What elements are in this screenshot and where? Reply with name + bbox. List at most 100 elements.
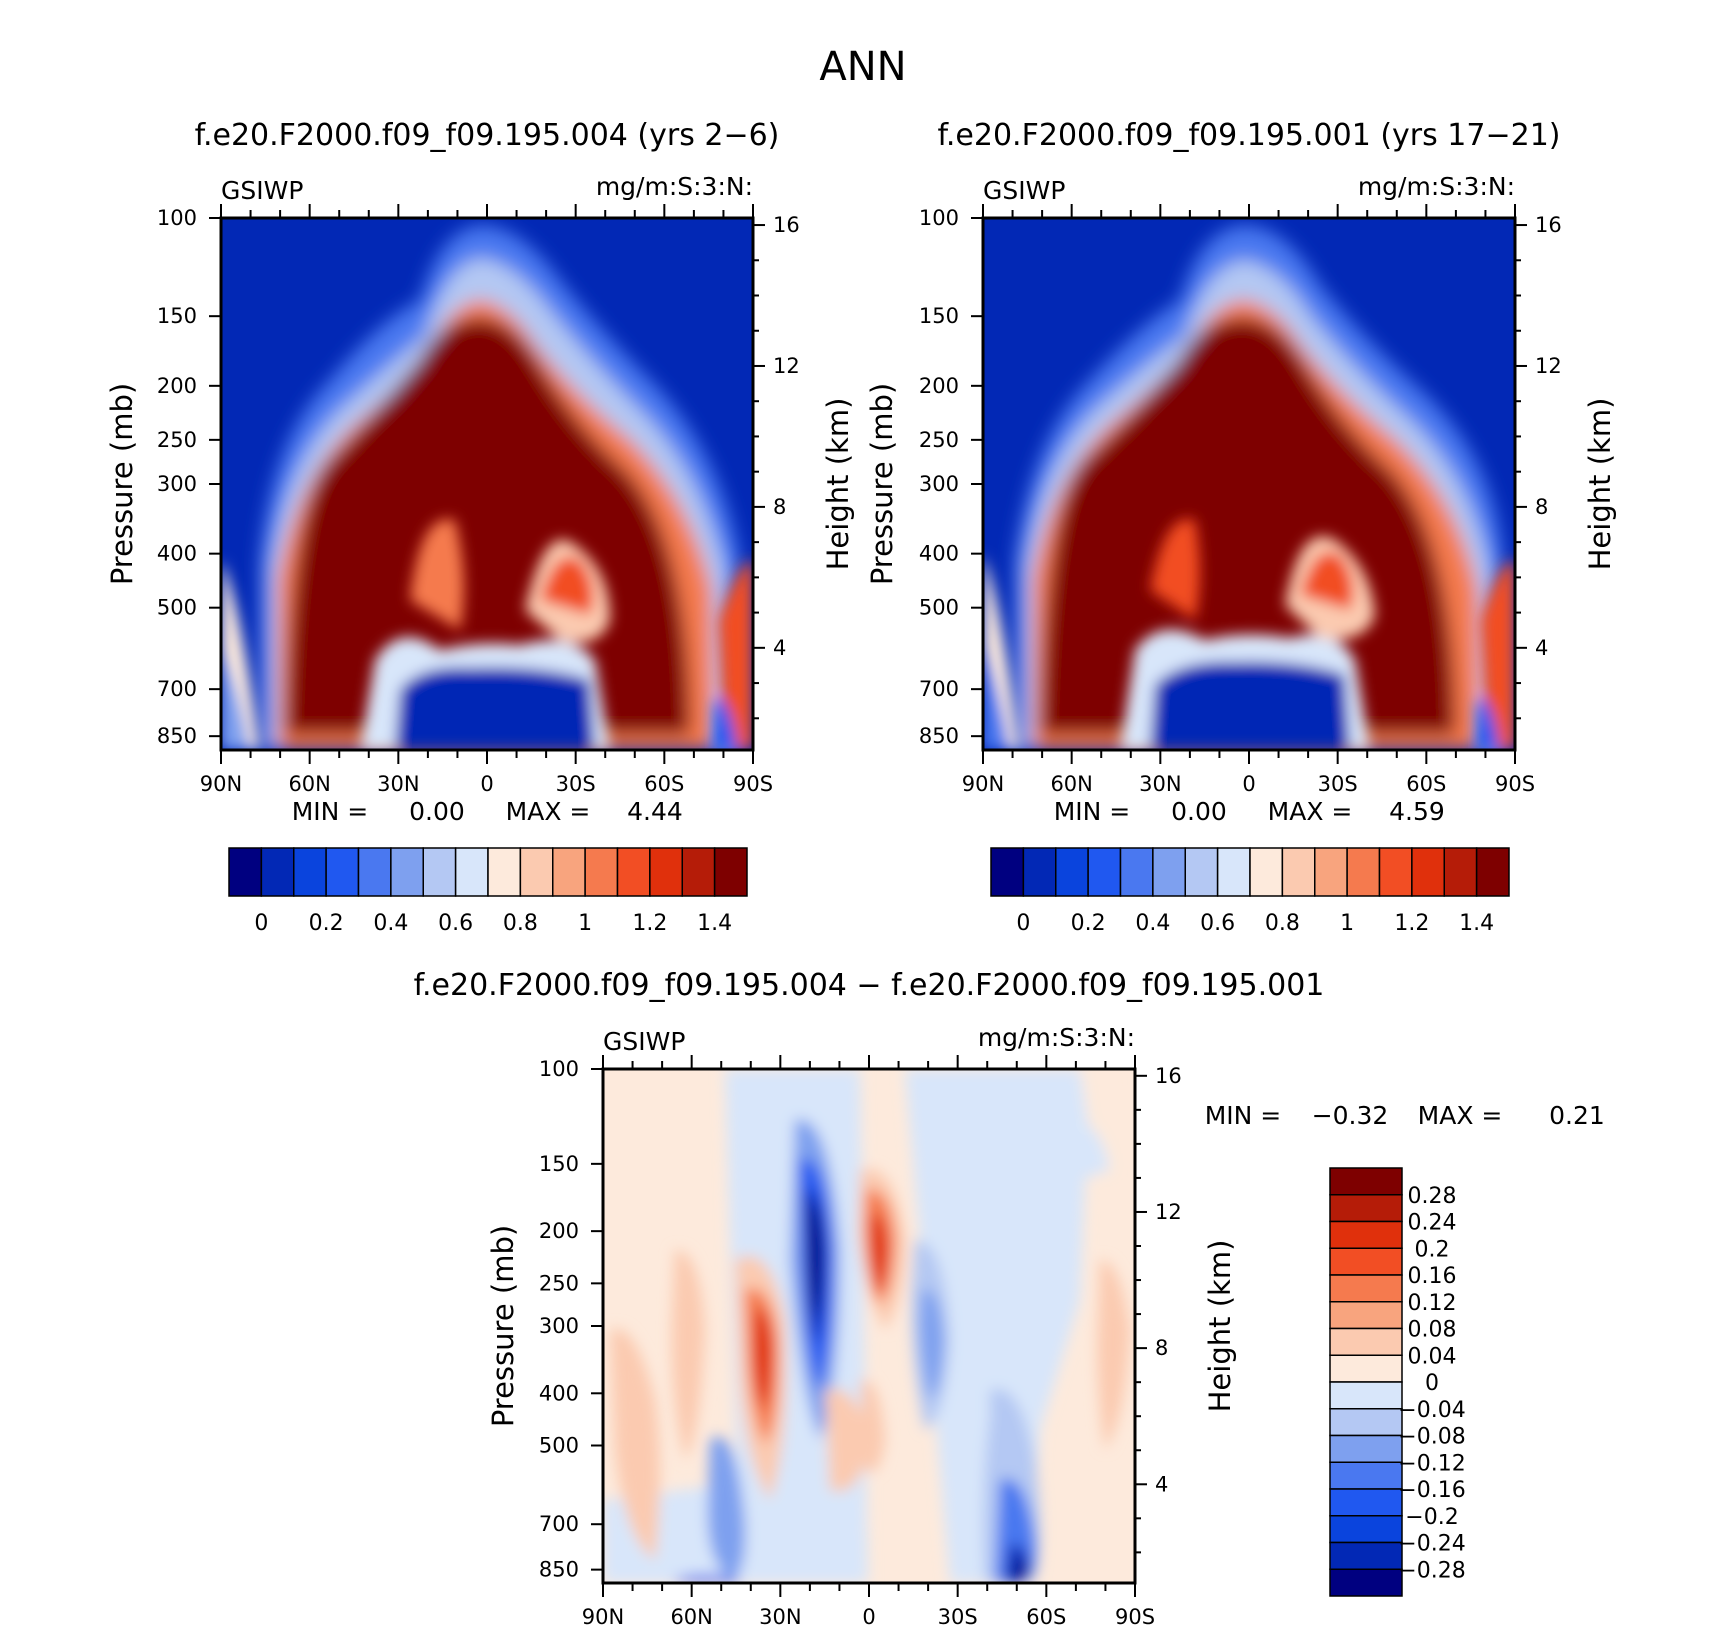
colorbar-swatch <box>1329 1274 1403 1303</box>
y-tick-label: 850 <box>919 724 959 748</box>
field-plot <box>221 218 753 750</box>
colorbar-swatch <box>1475 847 1510 897</box>
plot-frame <box>981 216 1517 752</box>
y-axis-right: 16 12 8 4 <box>1515 213 1562 720</box>
min-value: −0.32 <box>1312 1101 1389 1130</box>
min-label: MIN = <box>292 797 369 826</box>
colorbar-swatch <box>1329 1220 1403 1249</box>
y-tick-label: 150 <box>919 304 959 328</box>
colorbar-label: 1.4 <box>697 911 732 936</box>
y-right-tick-label: 16 <box>1155 1064 1182 1088</box>
y-tick-label: 200 <box>539 1219 579 1243</box>
colorbar-label: −0.16 <box>1398 1478 1465 1503</box>
x-tick-label: 60S <box>1026 1605 1066 1629</box>
y-axis-right: 16 12 8 4 <box>753 213 800 720</box>
y-right-tick-label: 12 <box>1535 354 1562 378</box>
colorbar-label: 0.08 <box>1408 1318 1457 1343</box>
panel-0: f.e20.F2000.f09_f09.195.004 (yrs 2−6) GS… <box>105 118 855 936</box>
colorbar-swatch <box>1329 1488 1403 1517</box>
colorbar-label: 0.2 <box>1415 1237 1450 1262</box>
colorbar-swatch <box>1329 1434 1403 1463</box>
y-axis-right: 16 12 8 4 <box>1135 1064 1182 1554</box>
colorbar-label: −0.2 <box>1405 1505 1458 1530</box>
main-title: ANN <box>819 44 906 90</box>
colorbar-label: 0.4 <box>373 911 408 936</box>
colorbar-label: 0.16 <box>1408 1264 1457 1289</box>
colorbar-swatch <box>1087 847 1122 897</box>
colorbar-swatch <box>1216 847 1251 897</box>
min-value: 0.00 <box>1171 797 1227 826</box>
colorbar-swatch <box>1184 847 1219 897</box>
y-tick-label: 100 <box>539 1057 579 1081</box>
colorbar-swatch <box>1378 847 1413 897</box>
max-label: MAX = <box>1418 1101 1503 1130</box>
colorbar-swatch <box>1329 1327 1403 1356</box>
y-right-tick-label: 12 <box>1155 1200 1182 1224</box>
colorbar-label: 1 <box>1340 911 1354 936</box>
panel-title: f.e20.F2000.f09_f09.195.004 − f.e20.F200… <box>414 968 1325 1003</box>
colorbar-swatch <box>990 847 1025 897</box>
y-tick-label: 500 <box>919 596 959 620</box>
colorbar-label: 0.24 <box>1408 1211 1457 1236</box>
y-axis: 100 150 200 250 300 400 500 700 850 <box>157 206 221 748</box>
variable-label: GSIWP <box>221 176 303 205</box>
colorbar-label: −0.24 <box>1398 1532 1465 1557</box>
x-tick-label: 60S <box>644 772 684 796</box>
colorbar-swatch <box>1281 847 1316 897</box>
colorbar-swatch <box>487 847 522 897</box>
y-right-tick-label: 12 <box>773 354 800 378</box>
colorbar-label: 0.6 <box>438 911 473 936</box>
y-axis: 100 150 200 250 300 400 500 700 850 <box>539 1057 603 1582</box>
x-tick-label: 0 <box>480 772 493 796</box>
colorbar-label: 0.8 <box>503 911 538 936</box>
colorbar-swatch <box>228 847 263 897</box>
colorbar-label: 0 <box>254 911 268 936</box>
colorbar-swatch <box>1055 847 1089 897</box>
y-tick-label: 250 <box>539 1271 579 1295</box>
y-right-tick-label: 8 <box>1535 495 1548 519</box>
x-tick-label: 60N <box>670 1605 712 1629</box>
max-value: 4.59 <box>1389 797 1445 826</box>
colorbar-swatch <box>1411 847 1445 897</box>
units-label: mg/m:S:3:N: <box>978 1023 1135 1052</box>
colorbar-swatch <box>1329 1568 1403 1597</box>
colorbar-swatch <box>422 847 457 897</box>
plot-frame <box>601 1067 1137 1585</box>
colorbar-swatch <box>713 847 748 897</box>
y-tick-label: 150 <box>539 1152 579 1176</box>
colorbar-label: 0.6 <box>1200 911 1235 936</box>
colorbar-label: 0.2 <box>1071 911 1106 936</box>
colorbar-label: 0.04 <box>1408 1344 1457 1369</box>
colorbar-swatch <box>519 847 554 897</box>
colorbar-label: 1.4 <box>1459 911 1494 936</box>
colorbar-swatch <box>1329 1541 1403 1570</box>
y-axis: 100 150 200 250 300 400 500 700 850 <box>919 206 983 748</box>
max-value: 0.21 <box>1549 1101 1605 1130</box>
y-tick-label: 300 <box>157 472 197 496</box>
colorbar-label: 0.12 <box>1408 1291 1457 1316</box>
max-label: MAX = <box>1268 797 1353 826</box>
colorbar-label: 0.8 <box>1265 911 1300 936</box>
panel-title: f.e20.F2000.f09_f09.195.004 (yrs 2−6) <box>195 118 780 153</box>
x-tick-label: 60N <box>288 772 330 796</box>
variable-label: GSIWP <box>983 176 1065 205</box>
colorbar-label: 0.4 <box>1135 911 1170 936</box>
y-tick-label: 850 <box>539 1558 579 1582</box>
colorbar-swatch <box>260 847 295 897</box>
variable-label: GSIWP <box>603 1027 685 1056</box>
y-tick-label: 150 <box>157 304 197 328</box>
y-right-tick-label: 4 <box>1155 1472 1168 1496</box>
colorbar-label: 1.2 <box>632 911 667 936</box>
y-tick-label: 400 <box>539 1381 579 1405</box>
y-axis-right-title: Height (km) <box>1203 1240 1237 1413</box>
y-right-tick-label: 4 <box>1535 636 1548 660</box>
y-right-tick-label: 4 <box>773 636 786 660</box>
y-tick-label: 200 <box>157 374 197 398</box>
colorbar-swatch <box>1119 847 1154 897</box>
colorbar-swatch <box>454 847 489 897</box>
colorbar-swatch <box>1329 1167 1403 1196</box>
x-tick-label: 30S <box>1318 772 1358 796</box>
x-tick-label: 30N <box>377 772 419 796</box>
colorbar-label: −0.04 <box>1398 1398 1465 1423</box>
y-axis-title: Pressure (mb) <box>105 383 139 585</box>
